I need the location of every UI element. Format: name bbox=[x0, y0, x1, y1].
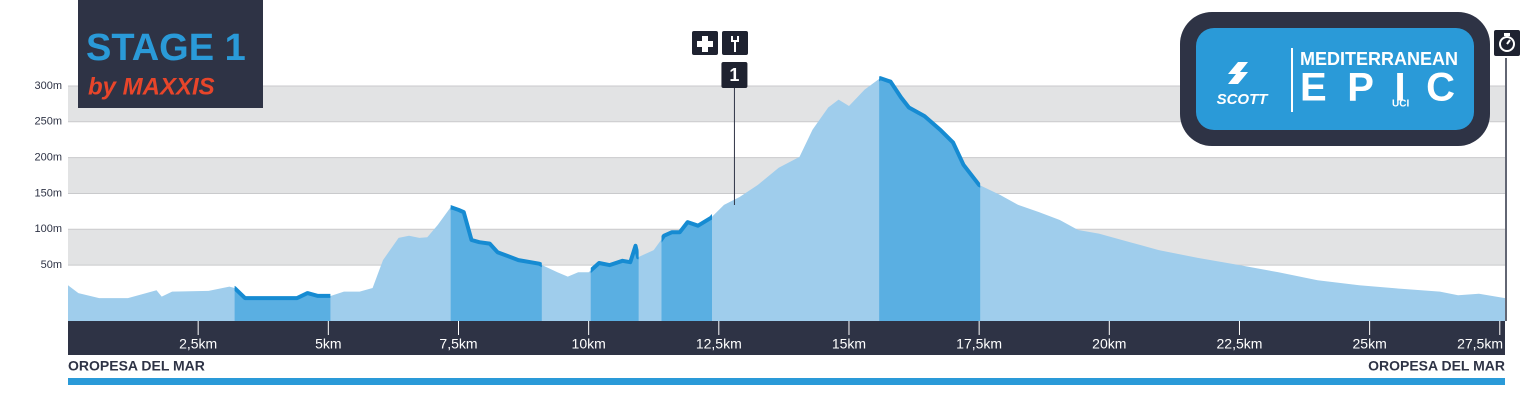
stopwatch-face bbox=[1499, 36, 1515, 52]
stage-sponsor: by MAXXIS bbox=[88, 73, 215, 100]
x-tick-label: 2,5km bbox=[179, 336, 217, 352]
highlight-segment bbox=[661, 213, 713, 321]
stage-title: STAGE 1 bbox=[86, 27, 246, 69]
medical-cross bbox=[697, 36, 713, 52]
x-tick-label: 22,5km bbox=[1217, 336, 1263, 352]
elevation-area bbox=[68, 78, 1505, 321]
highlight-segment bbox=[234, 285, 331, 321]
finish-label: OROPESA DEL MAR bbox=[1368, 358, 1505, 374]
start-label: OROPESA DEL MAR bbox=[68, 358, 205, 374]
x-axis-band bbox=[68, 321, 1505, 355]
highlight-area bbox=[661, 216, 713, 321]
event-name-top: MEDITERRANEAN bbox=[1300, 49, 1458, 69]
x-tick-label: 15km bbox=[832, 336, 866, 352]
y-tick-label: 150m bbox=[34, 187, 62, 199]
x-tick-label: 25km bbox=[1353, 336, 1387, 352]
highlight-segment bbox=[450, 205, 542, 321]
x-tick-label: 7,5km bbox=[439, 336, 477, 352]
aid-station-box bbox=[721, 62, 748, 88]
y-tick-label: 300m bbox=[34, 80, 62, 92]
stopwatch-button bbox=[1504, 33, 1510, 36]
x-tick-label: 10km bbox=[572, 336, 606, 352]
highlight-area bbox=[234, 288, 331, 321]
highlight-segment bbox=[590, 243, 639, 321]
highlight-line bbox=[590, 243, 639, 274]
y-tick-label: 50m bbox=[41, 259, 62, 271]
wrench bbox=[731, 36, 739, 52]
series-logo: UCI bbox=[1392, 99, 1409, 110]
highlight-area bbox=[450, 207, 542, 321]
plot-area: 1 bbox=[68, 62, 1505, 321]
event-logo-panel bbox=[1196, 28, 1474, 130]
brand-mark bbox=[1228, 62, 1248, 84]
x-tick-label: 12,5km bbox=[696, 336, 742, 352]
stage-logo-box bbox=[78, 0, 263, 108]
highlight-area bbox=[879, 78, 981, 321]
highlight-line bbox=[234, 285, 331, 301]
y-tick-label: 200m bbox=[34, 152, 62, 164]
stopwatch-hand bbox=[1506, 39, 1511, 45]
x-tick-label: 5km bbox=[315, 336, 341, 352]
x-tick-label: 27,5km bbox=[1457, 336, 1503, 352]
aid-station-label: 1 bbox=[729, 65, 739, 85]
y-tick-label: 250m bbox=[34, 116, 62, 128]
x-tick-label: 17,5km bbox=[956, 336, 1002, 352]
highlight-segment bbox=[879, 76, 981, 321]
x-tick-label: 20km bbox=[1092, 336, 1126, 352]
route-stripe bbox=[68, 378, 1505, 385]
axes: 50m 100m 150m 200m 250m 300m 2,5km 5km 7,5km 10km… bbox=[34, 80, 1503, 352]
y-tick-label: 100m bbox=[34, 223, 62, 235]
brand-logo: SCOTT bbox=[1217, 91, 1270, 108]
